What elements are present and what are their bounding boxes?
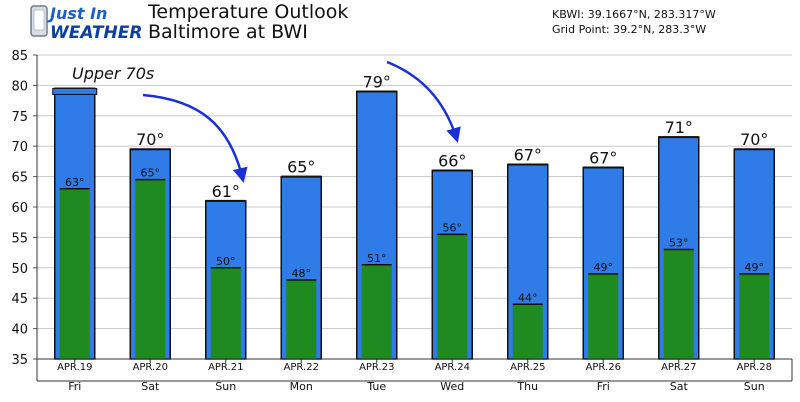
low-temp-bar (588, 273, 619, 359)
low-temp-label: 48° (292, 267, 312, 280)
low-temp-label: 49° (745, 261, 765, 274)
x-tick-date-label: APR.27 (661, 362, 696, 373)
y-tick-label: 75 (11, 110, 28, 125)
grid-point: Grid Point: 39.2°N, 283.3°W (552, 23, 707, 36)
high-temp-label: 71° (665, 118, 693, 137)
x-tick-date-label: APR.21 (208, 362, 243, 373)
x-tick-day-label: Fri (597, 380, 610, 393)
bars: 63° 70° 65° 61° 50° 65° 48° 79° 51° 66° 56° 67° 44° 6… (52, 72, 775, 360)
low-temp-bar (59, 188, 90, 359)
y-tick-label: 40 (11, 323, 28, 338)
low-temp-label: 50° (216, 255, 236, 268)
just-in-weather-logo: Just In WEATHER (30, 4, 142, 42)
x-tick-day-label: Tue (366, 380, 386, 393)
high-temp-label: 70° (740, 130, 768, 149)
logo-text-top: Just In (47, 4, 107, 23)
x-tick-day-label: Sat (141, 380, 160, 393)
chart-title: Temperature Outlook (148, 1, 349, 23)
low-temp-bar (286, 279, 317, 359)
low-temp-bar (210, 267, 241, 359)
x-tick-day-label: Fri (68, 380, 81, 393)
low-temp-bar (437, 234, 468, 359)
y-tick-label: 50 (11, 262, 28, 277)
low-temp-label: 65° (141, 167, 161, 180)
low-temp-bar (135, 179, 166, 359)
trend-arrow-1 (142, 93, 248, 183)
high-temp-label: 67° (589, 148, 617, 167)
annotations: Upper 70s (72, 60, 461, 183)
low-temp-label: 51° (367, 252, 387, 265)
x-tick-date-label: APR.23 (359, 362, 394, 373)
x-tick-date-label: APR.24 (435, 362, 470, 373)
x-tick-day-label: Sat (670, 380, 689, 393)
low-temp-label: 44° (518, 291, 538, 304)
low-temp-label: 53° (669, 237, 689, 250)
x-tick-date-label: APR.19 (57, 362, 92, 373)
x-tick-date-label: APR.22 (284, 362, 319, 373)
x-tick-day-label: Wed (440, 380, 464, 393)
low-temp-bar (663, 249, 694, 359)
x-tick-day-label: Sun (215, 380, 236, 393)
logo-text-bottom: WEATHER (50, 23, 142, 42)
y-tick-label: 85 (11, 49, 28, 64)
low-temp-label: 56° (443, 221, 463, 234)
chart-subtitle: Baltimore at BWI (148, 21, 308, 43)
annotation-upper-70s: Upper 70s (72, 64, 154, 83)
x-tick-day-label: Mon (290, 380, 313, 393)
low-temp-bar (512, 304, 543, 359)
axes: 35 40 45 50 55 60 65 70 75 80 85 APR.19 Fri APR.20 Sat… (11, 49, 793, 393)
high-temp-label: 66° (438, 152, 466, 171)
x-tick-day-label: Sun (744, 380, 765, 393)
low-temp-label: 49° (594, 261, 614, 274)
y-tick-label: 65 (11, 171, 28, 186)
high-temp-label: 79° (363, 72, 391, 91)
x-tick-date-label: APR.28 (737, 362, 772, 373)
y-tick-label: 70 (11, 140, 28, 155)
low-temp-bar (739, 273, 770, 359)
y-tick-label: 45 (11, 292, 28, 307)
y-tick-label: 80 (11, 79, 28, 94)
chart-header: Just In WEATHER Temperature Outlook Balt… (0, 0, 800, 44)
high-temp-bar-top-step (52, 87, 98, 95)
y-tick-label: 35 (11, 353, 28, 368)
high-temp-label: 61° (212, 182, 240, 201)
low-temp-bar (361, 264, 392, 359)
y-tick-label: 60 (11, 201, 28, 216)
low-temp-label: 63° (65, 176, 85, 189)
x-tick-day-label: Thu (516, 380, 538, 393)
x-tick-date-label: APR.25 (510, 362, 545, 373)
station-coordinates: KBWI: 39.1667°N, 283.317°W (552, 8, 716, 21)
x-tick-date-label: APR.20 (133, 362, 168, 373)
trend-arrow-2 (386, 60, 461, 143)
high-temp-label: 67° (514, 145, 542, 164)
x-tick-date-label: APR.26 (586, 362, 621, 373)
y-tick-label: 55 (11, 231, 28, 246)
high-temp-label: 70° (136, 130, 164, 149)
high-temp-label: 65° (287, 158, 315, 177)
